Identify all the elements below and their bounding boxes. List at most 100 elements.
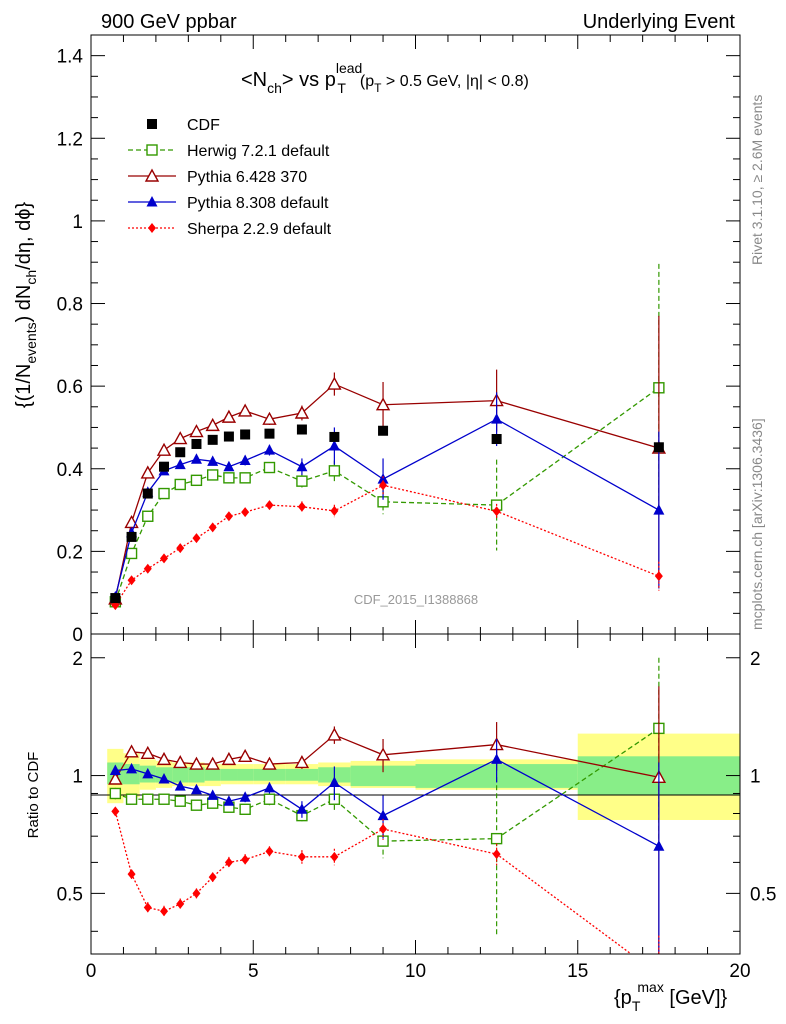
collision-label: 900 GeV ppbar bbox=[101, 11, 237, 33]
sherpa-2-2-9-default-ratio-point bbox=[176, 898, 185, 909]
pythia-6-428-370-ratio-point bbox=[221, 751, 237, 766]
herwig-7-2-1-default-ratio-point bbox=[239, 803, 251, 815]
herwig-7-2-1-default-ratio-point bbox=[263, 793, 276, 805]
pythia-8-308-default-ratio-point bbox=[223, 795, 235, 806]
rivet-label: Rivet 3.1.10, ≥ 2.6M events bbox=[749, 95, 765, 265]
cdf-data-point bbox=[223, 431, 234, 442]
sherpa-2-2-9-default-point bbox=[160, 553, 169, 564]
legend-marker-sherpa-2-2-9-default bbox=[148, 223, 156, 233]
pythia-6-428-370-point bbox=[173, 431, 188, 445]
pythia-8-308-default-point bbox=[239, 454, 251, 465]
pythia-8-308-default-ratio-point bbox=[328, 776, 340, 788]
pythia-8-308-default-ratio-point bbox=[239, 791, 251, 802]
main-y-tick-label: 1.4 bbox=[57, 47, 84, 68]
cdf-data-point bbox=[110, 593, 121, 604]
sherpa-2-2-9-default-ratio-point bbox=[379, 824, 388, 835]
sherpa-2-2-9-default-point bbox=[297, 501, 306, 512]
herwig-7-2-1-default-line bbox=[114, 387, 660, 602]
ratio-stat-band bbox=[237, 768, 254, 781]
pythia-6-428-370-ratio-point bbox=[108, 771, 123, 785]
legend-label-herwig-7-2-1-default: Herwig 7.2.1 default bbox=[187, 143, 330, 160]
herwig-7-2-1-default-ratio-point bbox=[158, 793, 170, 805]
plot-title: <Nch> vs plead T (pT > 0.5 GeV, |η| < 0.8) bbox=[241, 60, 529, 96]
pythia-8-308-default-ratio-point bbox=[296, 803, 308, 814]
sherpa-2-2-9-default-ratio-point bbox=[492, 849, 501, 860]
pythia-6-428-370-ratio-point bbox=[262, 756, 277, 770]
sherpa-2-2-9-default-ratio-point bbox=[241, 854, 250, 865]
pythia-8-308-default-ratio-point bbox=[207, 789, 219, 800]
sherpa-2-2-9-default-point bbox=[265, 500, 274, 511]
pythia-8-308-default-ratio-point bbox=[263, 781, 275, 793]
herwig-7-2-1-default-point bbox=[223, 472, 235, 484]
pythia-6-428-370-point bbox=[221, 409, 237, 423]
legend-marker-pythia-6-428-370 bbox=[144, 168, 160, 182]
ratio-y-tick-label: 1 bbox=[72, 767, 83, 788]
herwig-7-2-1-default-ratio-point bbox=[142, 793, 154, 805]
pythia-6-428-370-ratio-point bbox=[327, 727, 342, 741]
ratio-y-axis-label: Ratio to CDF bbox=[25, 752, 42, 839]
sherpa-2-2-9-default-ratio-point bbox=[111, 806, 120, 817]
pythia-8-308-default-ratio-point bbox=[158, 772, 170, 784]
pythia-6-428-370-ratio-point bbox=[124, 744, 139, 758]
main-y-axis-label: {(1/Nevents) dNch/dη, dϕ} bbox=[13, 202, 39, 409]
herwig-7-2-1-default-point bbox=[158, 487, 170, 500]
pythia-8-308-default-ratio-point bbox=[377, 809, 389, 821]
cdf-data-point bbox=[159, 461, 170, 472]
cdf-data-point bbox=[175, 447, 186, 458]
pythia-6-428-370-point bbox=[189, 424, 204, 438]
pythia-8-308-default-point bbox=[377, 473, 389, 484]
pythia-6-428-370-ratio-point bbox=[205, 756, 220, 770]
sherpa-2-2-9-default-point bbox=[192, 533, 201, 544]
herwig-7-2-1-default-point bbox=[190, 474, 203, 487]
pythia-8-308-default-ratio-point bbox=[142, 767, 154, 779]
analysis-watermark: CDF_2015_I1388868 bbox=[354, 592, 478, 607]
ratio-y-tick-label-right: 1 bbox=[750, 767, 761, 788]
ratio-y-tick-label-right: 0.5 bbox=[750, 884, 776, 905]
pythia-8-308-default-point bbox=[653, 504, 665, 515]
legend-marker-herwig-7-2-1-default bbox=[146, 144, 158, 156]
main-y-tick-label: 0.2 bbox=[57, 542, 83, 563]
pythia-8-308-default-ratio-point bbox=[190, 783, 202, 795]
pythia-8-308-default-ratio-point bbox=[653, 840, 665, 851]
herwig-7-2-1-default-point bbox=[125, 547, 138, 560]
ratio-stat-band bbox=[172, 767, 189, 783]
legend-marker-pythia-8-308-default bbox=[146, 196, 158, 207]
pythia-6-428-370-ratio-point bbox=[237, 748, 253, 763]
x-tick-label: 20 bbox=[729, 961, 750, 982]
pythia-6-428-370-ratio-point bbox=[294, 755, 310, 769]
pythia-8-308-default-point bbox=[296, 460, 308, 472]
sherpa-2-2-9-default-point bbox=[208, 522, 217, 533]
pythia-6-428-370-ratio-point bbox=[375, 747, 391, 761]
sherpa-2-2-9-default-ratio-point bbox=[208, 872, 217, 883]
legend-label-cdf: CDF bbox=[187, 117, 220, 134]
cdf-data-point bbox=[126, 531, 137, 542]
cdf-data-point bbox=[653, 442, 664, 453]
sherpa-2-2-9-default-point bbox=[492, 506, 501, 517]
x-tick-label: 5 bbox=[248, 961, 259, 982]
sherpa-2-2-9-default-point bbox=[330, 505, 339, 516]
main-y-tick-label: 0.8 bbox=[57, 295, 83, 316]
x-tick-label: 0 bbox=[86, 961, 97, 982]
herwig-7-2-1-default-ratio-point bbox=[125, 793, 138, 805]
pythia-6-428-370-point bbox=[205, 417, 220, 432]
sherpa-2-2-9-default-ratio-point bbox=[224, 857, 233, 868]
pythia-8-308-default-point bbox=[190, 453, 202, 464]
pythia-6-428-370-point bbox=[294, 405, 310, 419]
legend-label-pythia-6-428-370: Pythia 6.428 370 bbox=[187, 169, 307, 186]
pythia-8-308-default-ratio-point bbox=[174, 780, 186, 791]
sherpa-2-2-9-default-point bbox=[379, 480, 388, 491]
pythia-6-428-370-line bbox=[114, 383, 660, 600]
sherpa-2-2-9-default-ratio-point bbox=[160, 906, 169, 917]
pythia-8-308-default-point bbox=[263, 444, 275, 455]
sherpa-2-2-9-default-point bbox=[143, 563, 152, 574]
pythia-6-428-370-point bbox=[237, 403, 253, 417]
pythia-8-308-default-ratio-point bbox=[491, 753, 503, 764]
cdf-data-point bbox=[142, 488, 153, 499]
herwig-7-2-1-default-point bbox=[174, 478, 186, 491]
herwig-7-2-1-default-point bbox=[263, 461, 276, 474]
sherpa-2-2-9-default-point bbox=[176, 543, 185, 554]
sherpa-2-2-9-default-ratio-point bbox=[143, 902, 152, 913]
ratio-stat-band bbox=[204, 768, 221, 781]
cdf-data-point bbox=[378, 425, 389, 436]
